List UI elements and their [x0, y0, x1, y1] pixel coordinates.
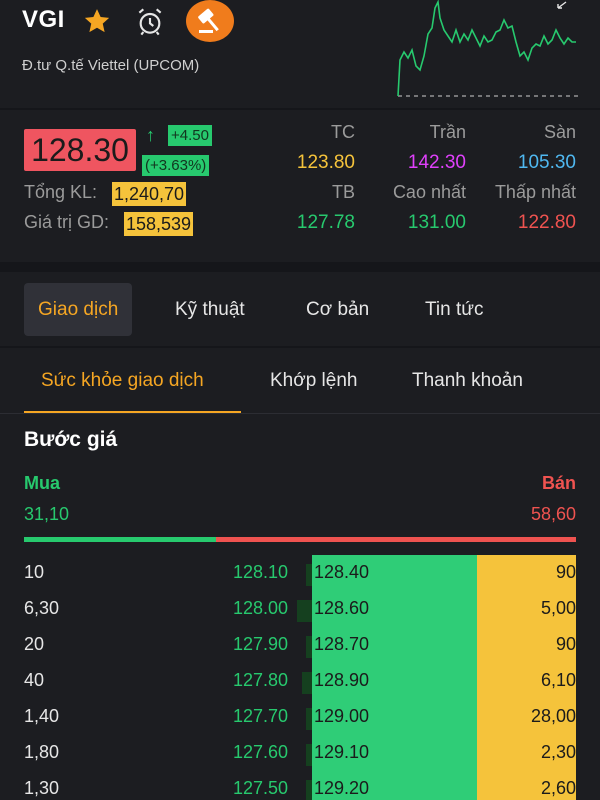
bid-price: 127.70	[232, 706, 288, 726]
low-label: Thấp nhất	[494, 182, 576, 202]
bid-quantity: 40	[24, 670, 45, 690]
bid-volume-bar	[306, 564, 312, 586]
ceiling-price: 142.30	[407, 152, 466, 173]
ref-label: TC	[331, 122, 355, 142]
ask-price: 129.20	[314, 778, 370, 798]
ask-quantity: 2,30	[540, 742, 576, 762]
floor-label: Sàn	[543, 122, 576, 142]
ask-quantity: 28,00	[530, 706, 576, 726]
ask-volume-column	[477, 555, 576, 800]
orderbook-row[interactable]: 1,30 127.50 129.20 2,60	[0, 771, 600, 800]
ceiling-label: Trần	[429, 122, 466, 142]
orderbook-row[interactable]: 10 128.10 128.40 90	[0, 555, 600, 591]
ask-price-column	[312, 555, 477, 800]
avg-price: 127.78	[296, 212, 355, 233]
ask-price: 128.70	[314, 634, 370, 654]
tab-ky-thuat[interactable]: Kỹ thuật	[175, 299, 245, 320]
divider	[0, 346, 600, 348]
bid-price: 128.10	[232, 562, 288, 582]
bid-quantity: 20	[24, 634, 45, 654]
sell-label: Bán	[541, 473, 576, 493]
ref-price: 123.80	[296, 152, 355, 173]
bid-quantity: 1,80	[24, 742, 60, 762]
subtab-thanh-khoan[interactable]: Thanh khoản	[412, 370, 523, 391]
avg-label: TB	[331, 182, 355, 202]
bid-price: 127.50	[232, 778, 288, 798]
price-change-percent: (+3.63%)	[142, 155, 210, 176]
ask-quantity: 2,60	[540, 778, 576, 798]
ask-quantity: 90	[555, 634, 576, 654]
high-price: 131.00	[407, 212, 466, 233]
section-title: Bước giá	[24, 428, 118, 451]
orderbook-row[interactable]: 6,30 128.00 128.60 5,00	[0, 591, 600, 627]
section-divider	[0, 262, 600, 272]
trade-value: 158,539	[124, 212, 194, 236]
ask-quantity: 90	[555, 562, 576, 582]
company-name: Đ.tư Q.tế Viettel (UPCOM)	[22, 57, 200, 74]
orderbook-row[interactable]: 1,40 127.70 129.00 28,00	[0, 699, 600, 735]
ask-price: 128.90	[314, 670, 370, 690]
active-subtab-indicator	[24, 411, 241, 413]
bid-volume-bar	[306, 780, 312, 800]
subtab-suc-khoe[interactable]: Sức khỏe giao dịch	[41, 370, 204, 391]
volume-label: Tổng KL:	[24, 182, 98, 202]
tab-giao-dich[interactable]: Giao dịch	[24, 283, 133, 336]
bid-volume-bar	[306, 636, 312, 658]
last-price: 128.30	[24, 129, 136, 171]
sell-total: 58,60	[530, 504, 576, 524]
low-price: 122.80	[517, 212, 576, 233]
ask-quantity: 6,10	[540, 670, 576, 690]
alarm-clock-icon[interactable]	[134, 6, 166, 38]
auction-hammer-icon[interactable]	[186, 0, 234, 42]
stock-header: VGI Đ.tư Q.tế Viettel (UPCOM)	[0, 0, 600, 108]
divider	[0, 108, 600, 110]
value-label: Giá trị GD:	[24, 212, 110, 232]
price-change: +4.50	[168, 125, 212, 146]
bid-volume-bar	[302, 672, 312, 694]
subtab-khop-lenh[interactable]: Khớp lệnh	[270, 370, 358, 391]
bid-price: 127.60	[232, 742, 288, 762]
bid-price: 128.00	[232, 598, 288, 618]
orderbook-row[interactable]: 1,80 127.60 129.10 2,30	[0, 735, 600, 771]
stock-symbol: VGI	[22, 6, 65, 33]
orderbook-row[interactable]: 20 127.90 128.70 90	[0, 627, 600, 663]
bid-volume-bar	[306, 708, 312, 730]
bid-price: 127.90	[232, 634, 288, 654]
buy-ratio-fill	[24, 537, 216, 542]
bid-quantity: 1,40	[24, 706, 60, 726]
floor-price: 105.30	[517, 152, 576, 173]
star-icon[interactable]	[82, 6, 112, 36]
high-label: Cao nhất	[392, 182, 466, 202]
bid-volume-bar	[306, 744, 312, 766]
tab-co-ban[interactable]: Cơ bản	[306, 299, 370, 320]
ask-price: 128.40	[314, 562, 370, 582]
sell-ratio-fill	[215, 537, 576, 542]
total-volume: 1,240,70	[112, 182, 187, 206]
buy-total: 31,10	[24, 504, 70, 524]
ask-price: 129.10	[314, 742, 370, 762]
bid-quantity: 6,30	[24, 598, 60, 618]
orderbook-row[interactable]: 40 127.80 128.90 6,10	[0, 663, 600, 699]
ask-price: 129.00	[314, 706, 370, 726]
buy-sell-ratio-bar	[24, 537, 576, 542]
bid-quantity: 1,30	[24, 778, 60, 798]
tab-tin-tuc[interactable]: Tin tức	[425, 299, 484, 320]
divider	[0, 413, 600, 414]
arrow-up-icon: ↑	[146, 125, 155, 145]
buy-label: Mua	[24, 473, 60, 493]
bid-volume-bar	[297, 600, 312, 622]
bid-quantity: 10	[24, 562, 45, 582]
ask-price: 128.60	[314, 598, 370, 618]
bid-price: 127.80	[232, 670, 288, 690]
ask-quantity: 5,00	[540, 598, 576, 618]
intraday-sparkline[interactable]	[392, 0, 582, 100]
